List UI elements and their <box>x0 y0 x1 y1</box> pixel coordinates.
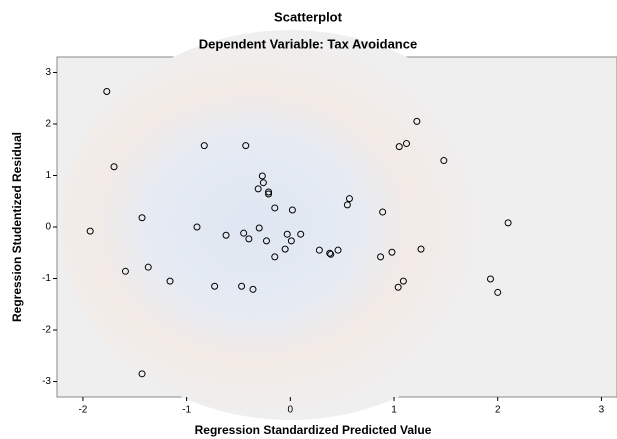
y-tick-label: -2 <box>42 325 51 336</box>
x-tick-label: 2 <box>495 405 501 416</box>
chart-subtitle: Dependent Variable: Tax Avoidance <box>199 36 417 51</box>
x-tick-label: -1 <box>182 405 191 416</box>
y-axis-label: Regression Studentized Residual <box>10 132 24 322</box>
watermark <box>60 30 520 420</box>
x-tick-label: -2 <box>78 405 87 416</box>
y-tick-label: -3 <box>42 376 51 387</box>
chart: Scatterplot Dependent Variable: Tax Avoi… <box>0 0 617 439</box>
x-tick-label: 0 <box>288 405 294 416</box>
y-tick-label: 3 <box>45 67 51 78</box>
y-tick-label: -1 <box>42 273 51 284</box>
x-tick-label: 3 <box>599 405 605 416</box>
y-tick-label: 2 <box>45 119 51 130</box>
y-tick-label: 0 <box>45 222 51 233</box>
x-axis-label: Regression Standardized Predicted Value <box>195 423 432 437</box>
y-tick-label: 1 <box>45 170 51 181</box>
page: Scatterplot Dependent Variable: Tax Avoi… <box>0 0 617 439</box>
chart-title: Scatterplot <box>274 9 343 24</box>
x-tick-label: 1 <box>391 405 397 416</box>
